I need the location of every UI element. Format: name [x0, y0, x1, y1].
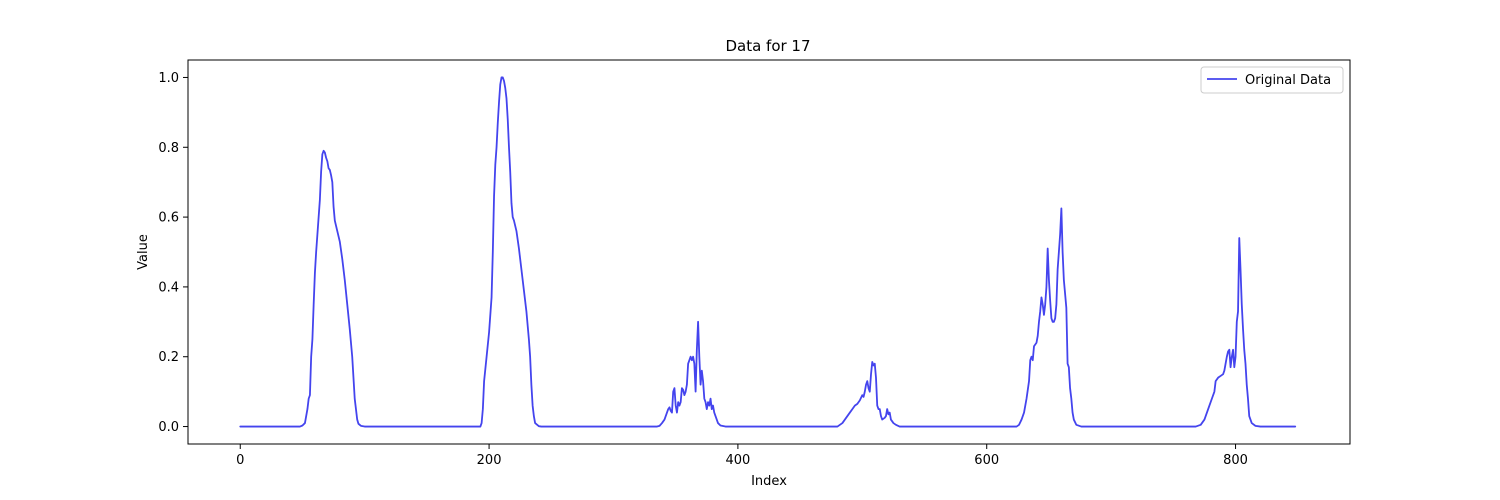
legend-label-original-data: Original Data: [1245, 73, 1331, 88]
legend-box: [1200, 66, 1344, 94]
y-tick-label: 0.8: [158, 141, 179, 156]
y-tick-label: 0.6: [158, 211, 179, 226]
x-tick-label: 800: [1223, 453, 1248, 468]
x-tick-label: 200: [477, 453, 502, 468]
legend: Original Data: [1200, 66, 1344, 94]
x-axis-ticks: 0 200 400 600 800: [236, 444, 1248, 468]
y-tick-label: 1.0: [158, 71, 179, 86]
y-tick-label: 0.4: [158, 280, 179, 295]
x-tick-label: 600: [974, 453, 999, 468]
x-tick-label: 0: [236, 453, 244, 468]
y-axis-label: Value: [136, 234, 151, 270]
plot-area: [239, 76, 1297, 428]
y-tick-label: 0.0: [158, 420, 179, 435]
x-tick-label: 400: [725, 453, 750, 468]
y-tick-label: 0.2: [158, 350, 179, 365]
x-axis-label: Index: [751, 474, 787, 489]
y-axis-ticks: 0.0 0.2 0.4 0.6 0.8 1.0: [158, 71, 188, 435]
axes-frame: [187, 59, 1351, 445]
chart-title: Data for 17: [725, 37, 810, 55]
series-line-0: [239, 76, 1297, 428]
